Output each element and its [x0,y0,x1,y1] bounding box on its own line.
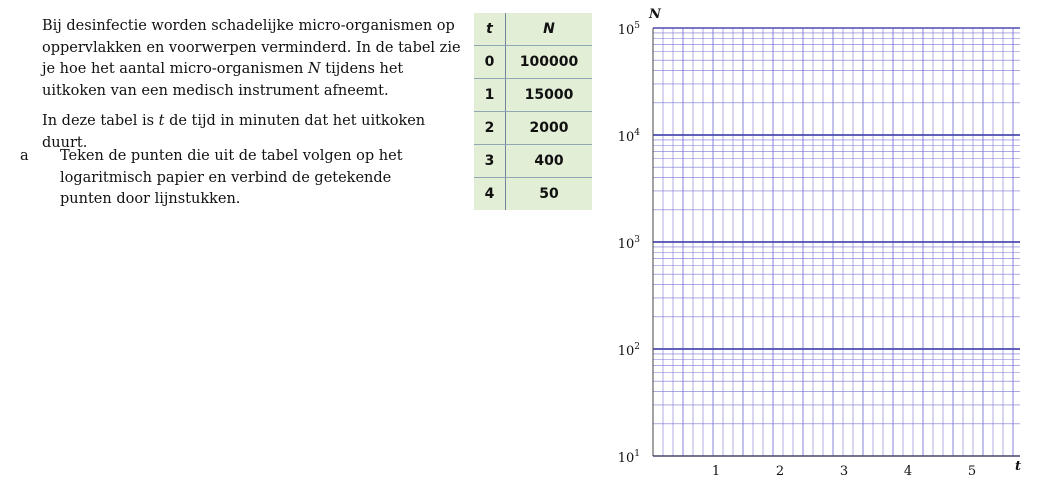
table-row: 0 100000 [474,45,592,79]
cell-t: 1 [474,78,506,112]
x-tick-label: 1 [712,464,720,479]
var-t: t [158,113,165,129]
grid-lines [652,27,1020,457]
y-tick-label: 101 [618,449,640,466]
log-paper-grid[interactable]: 105 104 103 102 101 1 2 3 4 5 Nt [600,0,1040,485]
x-tick-label: 4 [904,464,912,479]
x-tick-label: 2 [776,464,784,479]
header-N: N [505,13,592,46]
y-tick-label: 102 [618,342,640,359]
table-row: 1 15000 [474,78,592,112]
cell-t: 3 [474,144,506,178]
var-N: N [308,61,321,77]
intro-paragraph-2: In deze tabel is t de tijd in minuten da… [42,113,426,151]
question-text: Teken de punten die uit de tabel volgen … [60,148,403,207]
cell-N: 100000 [505,45,592,79]
cell-t: 4 [474,177,506,210]
table-row: 3 400 [474,144,592,178]
x-tick-label: 5 [968,464,976,479]
y-axis-label: N [648,7,662,22]
cell-N: 2000 [505,111,592,145]
table-row: 4 50 [474,177,592,210]
axis-labels: 105 104 103 102 101 1 2 3 4 5 Nt [618,7,1021,479]
x-tick-label: 3 [840,464,848,479]
data-table: t N 0 100000 1 15000 2 2000 3 400 4 50 [474,13,592,210]
table-header-row: t N [474,13,592,46]
cell-N: 400 [505,144,592,178]
table-row: 2 2000 [474,111,592,145]
y-tick-label: 105 [618,21,641,38]
y-tick-label: 103 [618,235,641,252]
intro-paragraph-1: Bij desinfectie worden schadelijke micro… [42,18,461,99]
cell-N: 50 [539,186,559,202]
header-t: t [474,13,506,46]
question-letter: a [20,148,29,164]
y-tick-label: 104 [618,128,641,145]
cell-t: 0 [474,45,506,79]
problem-intro: Bij desinfectie worden schadelijke micro… [42,16,462,163]
cell-t: 2 [474,111,506,145]
x-axis-label: t [1015,459,1021,474]
cell-N: 15000 [505,78,592,112]
